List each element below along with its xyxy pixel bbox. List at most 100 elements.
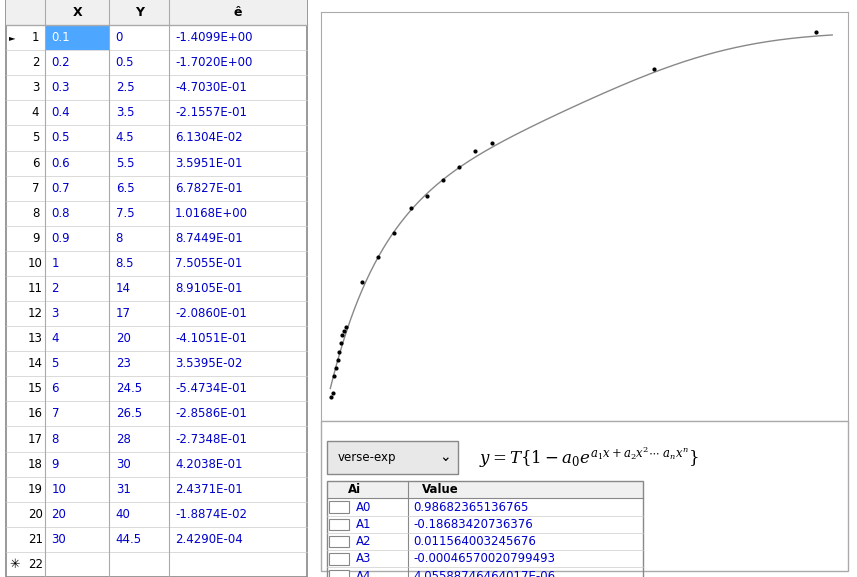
Text: 0.7: 0.7 [51,182,70,194]
Text: 0.8: 0.8 [51,207,70,220]
Bar [329,501,350,513]
Text: 3: 3 [51,307,59,320]
Text: 2.4290E-04: 2.4290E-04 [175,533,243,546]
Text: 12: 12 [28,307,43,320]
Text: 8: 8 [32,207,39,220]
Text: 19: 19 [28,483,43,496]
Text: 30: 30 [116,458,130,471]
Text: 44.5: 44.5 [116,533,142,546]
Text: -0.00046570020799493: -0.00046570020799493 [414,552,555,565]
Text: 16: 16 [28,407,43,421]
Text: 4.05588746464017E-06: 4.05588746464017E-06 [414,569,555,577]
Text: -5.4734E-01: -5.4734E-01 [175,383,247,395]
Bar [329,571,350,577]
Text: -0.18683420736376: -0.18683420736376 [414,518,533,531]
Text: 18: 18 [28,458,43,471]
Text: X: X [73,6,82,19]
Text: 7: 7 [51,407,59,421]
Text: 0.1: 0.1 [51,31,70,44]
Text: 0.9: 0.9 [51,232,70,245]
Text: -2.1557E-01: -2.1557E-01 [175,106,247,119]
Text: 8.7449E-01: 8.7449E-01 [175,232,243,245]
Text: 2: 2 [51,282,59,295]
Text: 20: 20 [51,508,67,521]
Text: 30: 30 [51,533,66,546]
Text: Ai: Ai [348,484,361,496]
Text: -1.4099E+00: -1.4099E+00 [175,31,253,44]
Text: 1: 1 [51,257,59,270]
Text: 31: 31 [116,483,130,496]
Text: 5: 5 [51,357,59,370]
Text: 23: 23 [116,357,130,370]
Text: 2: 2 [32,56,39,69]
Text: ê: ê [233,6,242,19]
Text: A4: A4 [356,569,371,577]
Text: -2.8586E-01: -2.8586E-01 [175,407,247,421]
Text: 6: 6 [32,156,39,170]
Text: 11: 11 [28,282,43,295]
Text: 0.4: 0.4 [51,106,70,119]
Bar [6,0,307,25]
Text: -1.7020E+00: -1.7020E+00 [175,56,253,69]
Text: 20: 20 [116,332,130,345]
Text: 21: 21 [28,533,43,546]
Bar [327,481,643,577]
Text: 1.0168E+00: 1.0168E+00 [175,207,249,220]
Bar [329,519,350,530]
Text: 6.7827E-01: 6.7827E-01 [175,182,243,194]
Text: 3.5: 3.5 [116,106,135,119]
Text: 14: 14 [116,282,131,295]
Text: 17: 17 [116,307,131,320]
Text: 0.5: 0.5 [51,132,70,144]
Text: 0.011564003245676: 0.011564003245676 [414,535,536,548]
Text: 5: 5 [32,132,39,144]
Text: 4.2038E-01: 4.2038E-01 [175,458,243,471]
Text: 0: 0 [116,31,123,44]
Text: 28: 28 [116,433,130,445]
Text: A1: A1 [356,518,371,531]
Text: 7.5055E-01: 7.5055E-01 [175,257,243,270]
Text: 20: 20 [28,508,43,521]
Text: 14: 14 [28,357,43,370]
Text: 9: 9 [32,232,39,245]
Text: 5.5: 5.5 [116,156,135,170]
Text: 2.4371E-01: 2.4371E-01 [175,483,243,496]
Text: 40: 40 [116,508,130,521]
Bar [327,441,458,474]
Text: 4.5: 4.5 [116,132,135,144]
Text: -2.7348E-01: -2.7348E-01 [175,433,247,445]
Text: $y = T\{1 - a_0 e^{a_1x + a_2x^2 \cdots\ a_n x^n}\}$: $y = T\{1 - a_0 e^{a_1x + a_2x^2 \cdots\… [479,445,699,470]
Text: 9: 9 [51,458,59,471]
Text: ✳: ✳ [9,558,20,571]
Text: 22: 22 [28,558,43,571]
Text: 8.5: 8.5 [116,257,135,270]
Text: 0.2: 0.2 [51,56,70,69]
Text: 10: 10 [28,257,43,270]
Text: -2.0860E-01: -2.0860E-01 [175,307,247,320]
Text: 6.1304E-02: 6.1304E-02 [175,132,243,144]
Text: -4.1051E-01: -4.1051E-01 [175,332,247,345]
Text: A2: A2 [356,535,371,548]
Text: 7.5: 7.5 [116,207,135,220]
Text: 1: 1 [32,31,39,44]
Bar [45,25,110,50]
Text: -4.7030E-01: -4.7030E-01 [175,81,247,94]
Text: Y: Y [135,6,144,19]
Bar [329,553,350,564]
Bar [327,481,643,499]
Text: 24.5: 24.5 [116,383,142,395]
Text: A0: A0 [356,501,371,514]
Text: -1.8874E-02: -1.8874E-02 [175,508,247,521]
Text: 26.5: 26.5 [116,407,142,421]
Text: 13: 13 [28,332,43,345]
Text: 3.5395E-02: 3.5395E-02 [175,357,243,370]
Text: 0.5: 0.5 [116,56,135,69]
Text: 0.3: 0.3 [51,81,70,94]
Text: 6: 6 [51,383,59,395]
Text: 4: 4 [51,332,59,345]
Text: ⌄: ⌄ [440,450,451,464]
Text: 0.98682365136765: 0.98682365136765 [414,501,529,514]
Text: Value: Value [422,484,458,496]
Text: 8.9105E-01: 8.9105E-01 [175,282,243,295]
Text: 3: 3 [32,81,39,94]
